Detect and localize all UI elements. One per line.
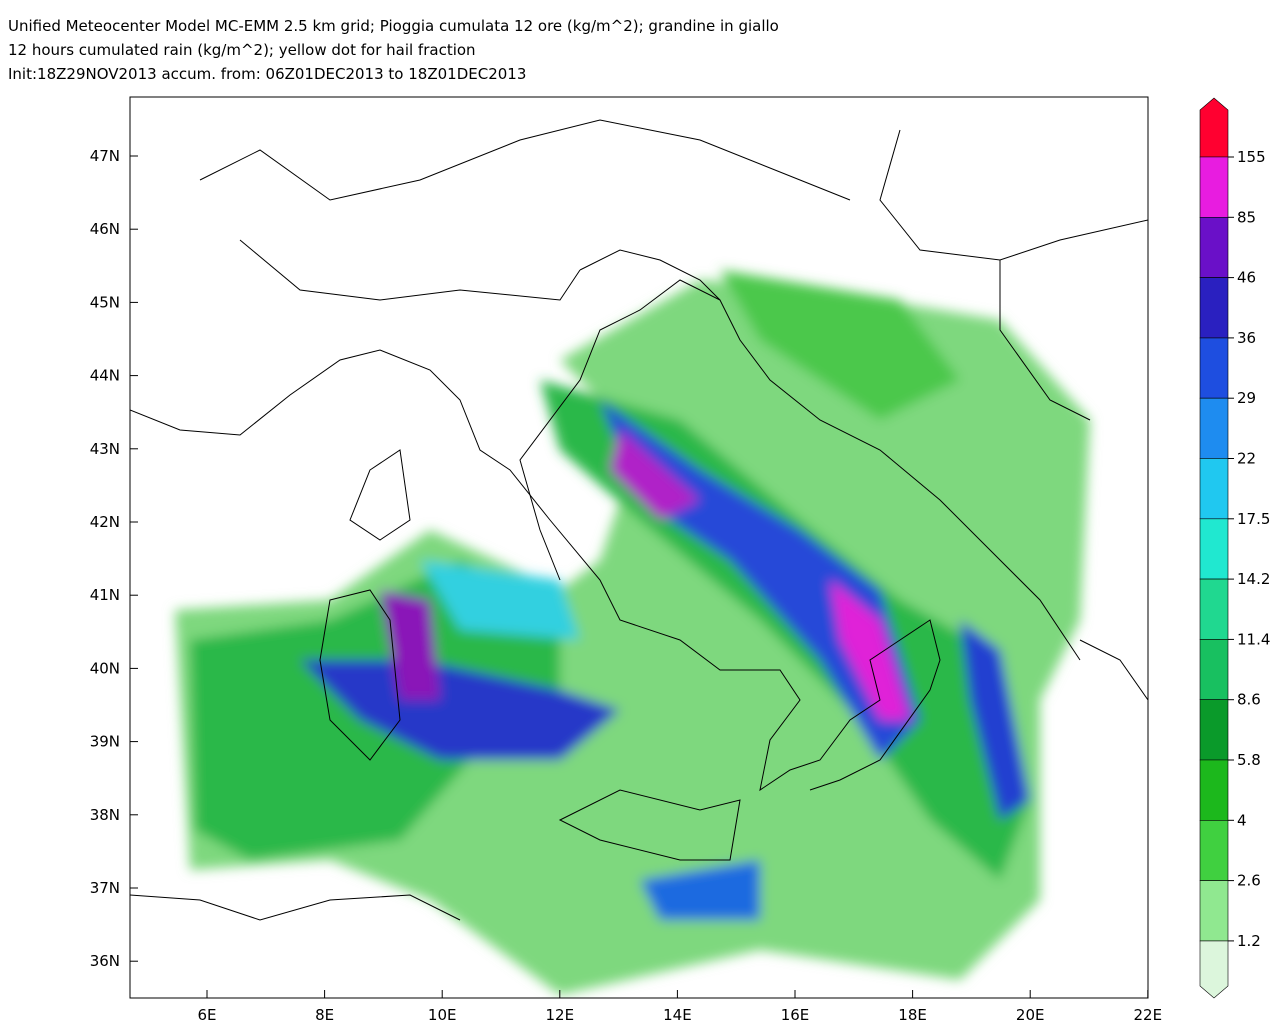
colorbar-label: 1.2 bbox=[1237, 932, 1261, 950]
lat-label: 38N bbox=[90, 806, 120, 824]
colorbar-segment bbox=[1199, 699, 1229, 761]
lon-label: 22E bbox=[1134, 1006, 1163, 1024]
colorbar-label: 17.5 bbox=[1237, 510, 1270, 528]
colorbar-segment bbox=[1199, 458, 1229, 520]
colorbar-segment bbox=[1199, 759, 1229, 821]
colorbar-segment bbox=[1199, 156, 1229, 218]
colorbar-label: 22 bbox=[1237, 450, 1256, 468]
lat-label: 39N bbox=[90, 733, 120, 751]
colorbar-label: 4 bbox=[1237, 811, 1247, 829]
lat-label: 40N bbox=[90, 659, 120, 677]
coastlines bbox=[130, 119, 1148, 921]
lat-label: 47N bbox=[90, 147, 120, 165]
lat-label: 42N bbox=[90, 513, 120, 531]
colorbar-segment bbox=[1199, 518, 1229, 580]
colorbar-label: 5.8 bbox=[1237, 751, 1261, 769]
colorbar-segment bbox=[1199, 578, 1229, 640]
lon-label: 14E bbox=[663, 1006, 692, 1024]
init-line: Init:18Z29NOV2013 accum. from: 06Z01DEC2… bbox=[8, 65, 526, 83]
lon-label: 18E bbox=[898, 1006, 927, 1024]
colorbar-label: 46 bbox=[1237, 269, 1256, 287]
lon-label: 20E bbox=[1016, 1006, 1045, 1024]
lat-label: 37N bbox=[90, 879, 120, 897]
colorbar-segment bbox=[1199, 277, 1229, 339]
colorbar-label: 8.6 bbox=[1237, 691, 1261, 709]
colorbar-label: 85 bbox=[1237, 208, 1256, 226]
rain-field bbox=[175, 270, 1090, 995]
lat-label: 44N bbox=[90, 367, 120, 385]
lon-label: 10E bbox=[428, 1006, 457, 1024]
colorbar-segment bbox=[1199, 940, 1229, 999]
colorbar-segment bbox=[1199, 337, 1229, 399]
lat-label: 43N bbox=[90, 440, 120, 458]
subtitle-line: 12 hours cumulated rain (kg/m^2); yellow… bbox=[8, 41, 476, 59]
colorbar-segment bbox=[1199, 397, 1229, 459]
lon-label: 8E bbox=[315, 1006, 334, 1024]
lat-label: 45N bbox=[90, 293, 120, 311]
lon-label: 6E bbox=[197, 1006, 216, 1024]
colorbar-segment bbox=[1199, 97, 1229, 158]
colorbar-segment bbox=[1199, 217, 1229, 278]
title-line: Unified Meteocenter Model MC-EMM 2.5 km … bbox=[8, 17, 779, 35]
colorbar-label: 2.6 bbox=[1237, 872, 1261, 890]
colorbar-segment bbox=[1199, 880, 1229, 942]
colorbar-label: 29 bbox=[1237, 389, 1256, 407]
map-frame bbox=[129, 96, 1149, 999]
lat-label: 46N bbox=[90, 220, 120, 238]
map-area bbox=[130, 119, 1148, 995]
colorbar-label: 11.4 bbox=[1237, 630, 1270, 648]
lat-label: 41N bbox=[90, 586, 120, 604]
colorbar-segment bbox=[1199, 639, 1229, 700]
colorbar-label: 36 bbox=[1237, 329, 1256, 347]
lat-label: 36N bbox=[90, 952, 120, 970]
colorbar-segment bbox=[1199, 820, 1229, 881]
colorbar-label: 14.2 bbox=[1237, 570, 1270, 588]
lon-label: 12E bbox=[546, 1006, 575, 1024]
colorbar-label: 155 bbox=[1237, 148, 1266, 166]
lon-label: 16E bbox=[781, 1006, 810, 1024]
